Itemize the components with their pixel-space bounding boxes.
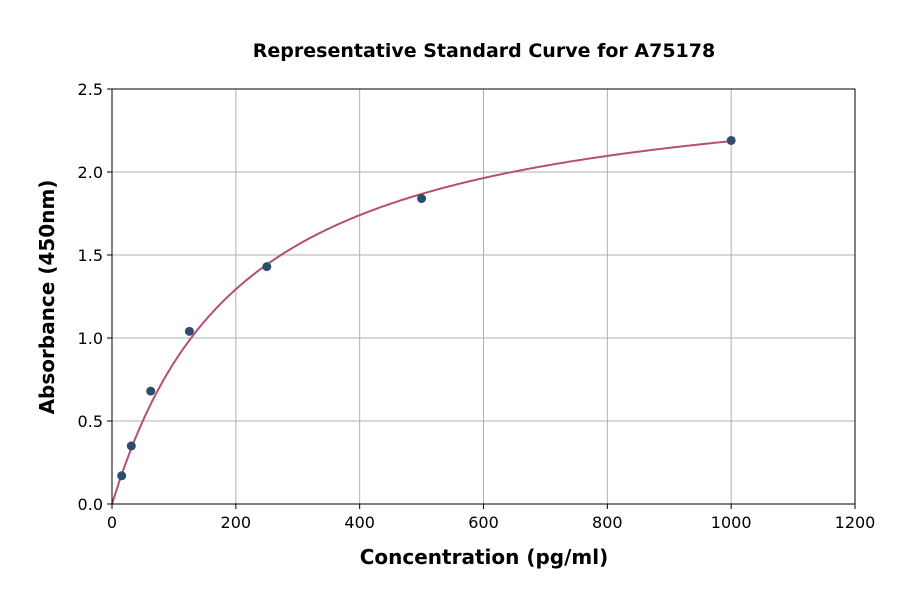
data-point: [146, 386, 156, 396]
data-point: [726, 135, 736, 145]
data-point: [126, 441, 136, 451]
x-tick-label: 0: [107, 513, 117, 532]
x-axis-label: Concentration (pg/ml): [360, 545, 609, 569]
y-tick-label: 2.0: [78, 163, 103, 182]
data-point: [262, 262, 272, 272]
data-point: [117, 471, 127, 481]
x-tick-label: 1200: [835, 513, 876, 532]
x-tick-label: 1000: [711, 513, 752, 532]
fit-curve: [111, 140, 732, 505]
x-tick-label: 400: [344, 513, 375, 532]
data-points: [117, 135, 736, 481]
y-tick-label: 1.0: [78, 329, 103, 348]
y-tick-label: 0.5: [78, 412, 103, 431]
y-tick-label: 1.5: [78, 246, 103, 265]
grid: [111, 88, 856, 505]
y-axis-ticks: 0.0 0.5 1.0 1.5 2.0 2.5: [78, 80, 112, 514]
x-tick-label: 600: [468, 513, 499, 532]
x-tick-label: 200: [221, 513, 252, 532]
x-tick-label: 800: [592, 513, 623, 532]
y-tick-label: 2.5: [78, 80, 103, 99]
data-point: [417, 194, 427, 204]
y-axis-label: Absorbance (450nm): [35, 180, 59, 415]
x-axis-ticks: 0 200 400 600 800 1000 1200: [107, 504, 875, 532]
data-point: [184, 326, 194, 336]
y-tick-label: 0.0: [78, 495, 103, 514]
chart-title: Representative Standard Curve for A75178: [253, 40, 715, 62]
